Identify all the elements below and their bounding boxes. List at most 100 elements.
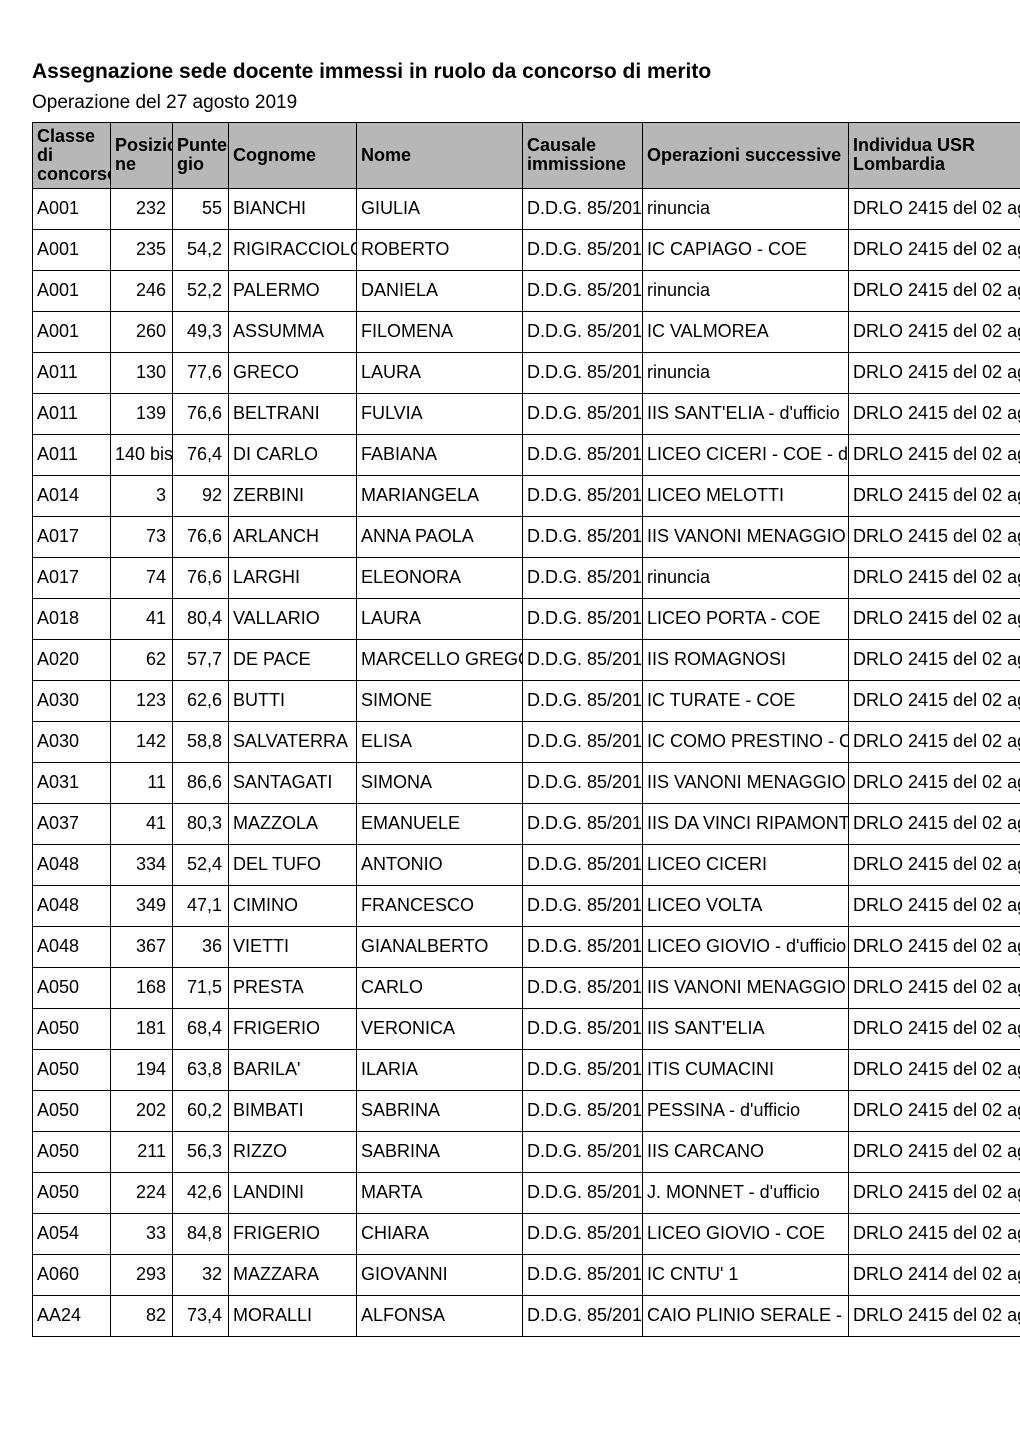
cell-individ: DRLO 2415 del 02 agosto 2019 (849, 598, 1020, 639)
cell-cognome: PALERMO (229, 270, 357, 311)
table-row: A0374180,3MAZZOLAEMANUELED.D.G. 85/2018I… (33, 803, 1020, 844)
cell-individ: DRLO 2415 del 02 agosto 2019 (849, 393, 1020, 434)
cell-causale: D.D.G. 85/2018 (523, 1131, 643, 1172)
cell-nome: SABRINA (357, 1131, 523, 1172)
cell-causale: D.D.G. 85/2018 (523, 680, 643, 721)
cell-cognome: BIMBATI (229, 1090, 357, 1131)
cell-cognome: DI CARLO (229, 434, 357, 475)
cell-individ: DRLO 2415 del 02 agosto 2019 (849, 1213, 1020, 1254)
cell-punteg: 73,4 (173, 1295, 229, 1336)
cell-punteg: 84,8 (173, 1213, 229, 1254)
cell-causale: D.D.G. 85/2018 (523, 1254, 643, 1295)
cell-punteg: 54,2 (173, 229, 229, 270)
cell-causale: D.D.G. 85/2018 (523, 885, 643, 926)
cell-posizio: 33 (111, 1213, 173, 1254)
col-individ: Individua USR Lombardia (849, 123, 1020, 189)
cell-punteg: 77,6 (173, 352, 229, 393)
cell-nome: GIULIA (357, 188, 523, 229)
cell-cognome: GRECO (229, 352, 357, 393)
cell-punteg: 80,4 (173, 598, 229, 639)
table-row: A0184180,4VALLARIOLAURAD.D.G. 85/2018LIC… (33, 598, 1020, 639)
cell-individ: DRLO 2415 del 02 agosto 2019 (849, 762, 1020, 803)
cell-classe: A011 (33, 434, 111, 475)
cell-cognome: BARILA' (229, 1049, 357, 1090)
cell-operaz: PESSINA - d'ufficio (643, 1090, 849, 1131)
cell-punteg: 86,6 (173, 762, 229, 803)
cell-operaz: IC COMO PRESTINO - COE (643, 721, 849, 762)
cell-nome: SABRINA (357, 1090, 523, 1131)
cell-cognome: FRIGERIO (229, 1213, 357, 1254)
cell-causale: D.D.G. 85/2018 (523, 967, 643, 1008)
table-row: A04833452,4DEL TUFOANTONIOD.D.G. 85/2018… (33, 844, 1020, 885)
table-row: A04836736VIETTIGIANALBERTOD.D.G. 85/2018… (33, 926, 1020, 967)
cell-posizio: 293 (111, 1254, 173, 1295)
cell-cognome: DE PACE (229, 639, 357, 680)
cell-posizio: 142 (111, 721, 173, 762)
cell-causale: D.D.G. 85/2018 (523, 311, 643, 352)
table-row: A0543384,8FRIGERIOCHIARAD.D.G. 85/2018LI… (33, 1213, 1020, 1254)
cell-punteg: 76,6 (173, 557, 229, 598)
cell-classe: A048 (33, 926, 111, 967)
cell-individ: DRLO 2415 del 02 agosto 2019 (849, 803, 1020, 844)
cell-causale: D.D.G. 85/2018 (523, 1295, 643, 1336)
cell-operaz: LICEO MELOTTI (643, 475, 849, 516)
cell-posizio: 367 (111, 926, 173, 967)
cell-operaz: LICEO GIOVIO - d'ufficio (643, 926, 849, 967)
cell-cognome: FRIGERIO (229, 1008, 357, 1049)
table-row: A05020260,2BIMBATISABRINAD.D.G. 85/2018P… (33, 1090, 1020, 1131)
cell-nome: GIOVANNI (357, 1254, 523, 1295)
cell-classe: A050 (33, 1008, 111, 1049)
cell-individ: DRLO 2415 del 02 agosto 2019 (849, 1295, 1020, 1336)
cell-punteg: 49,3 (173, 311, 229, 352)
cell-individ: DRLO 2415 del 02 agosto 2019 (849, 1049, 1020, 1090)
table-row: A00126049,3ASSUMMAFILOMENAD.D.G. 85/2018… (33, 311, 1020, 352)
cell-punteg: 57,7 (173, 639, 229, 680)
cell-posizio: 168 (111, 967, 173, 1008)
cell-nome: CHIARA (357, 1213, 523, 1254)
cell-nome: ANNA PAOLA (357, 516, 523, 557)
cell-posizio: 232 (111, 188, 173, 229)
cell-operaz: rinuncia (643, 188, 849, 229)
page-subtitle: Operazione del 27 agosto 2019 (32, 92, 988, 114)
cell-operaz: LICEO VOLTA (643, 885, 849, 926)
cell-classe: A017 (33, 557, 111, 598)
cell-classe: A050 (33, 1049, 111, 1090)
cell-punteg: 60,2 (173, 1090, 229, 1131)
data-table: Classe di concorso Posizio ne Punteg gio… (32, 122, 1020, 1337)
cell-classe: A048 (33, 844, 111, 885)
cell-operaz: LICEO GIOVIO - COE (643, 1213, 849, 1254)
cell-punteg: 71,5 (173, 967, 229, 1008)
cell-punteg: 55 (173, 188, 229, 229)
cell-classe: A030 (33, 721, 111, 762)
cell-causale: D.D.G. 85/2018 (523, 516, 643, 557)
table-row: A05016871,5PRESTACARLOD.D.G. 85/2018IIS … (33, 967, 1020, 1008)
table-body: A00123255BIANCHIGIULIAD.D.G. 85/2018rinu… (33, 188, 1020, 1336)
cell-posizio: 139 (111, 393, 173, 434)
cell-operaz: IC VALMOREA (643, 311, 849, 352)
cell-individ: DRLO 2415 del 02 agosto 2019 (849, 270, 1020, 311)
col-operaz: Operazioni successive (643, 123, 849, 189)
cell-operaz: CAIO PLINIO SERALE - COE (643, 1295, 849, 1336)
cell-individ: DRLO 2415 del 02 agosto 2019 (849, 188, 1020, 229)
table-row: A05019463,8BARILA'ILARIAD.D.G. 85/2018IT… (33, 1049, 1020, 1090)
cell-nome: SIMONA (357, 762, 523, 803)
cell-operaz: IIS SANT'ELIA (643, 1008, 849, 1049)
cell-cognome: RIZZO (229, 1131, 357, 1172)
cell-individ: DRLO 2415 del 02 agosto 2019 (849, 516, 1020, 557)
table-row: A01113077,6GRECOLAURAD.D.G. 85/2018rinun… (33, 352, 1020, 393)
cell-causale: D.D.G. 85/2018 (523, 393, 643, 434)
cell-nome: CARLO (357, 967, 523, 1008)
cell-nome: FILOMENA (357, 311, 523, 352)
cell-operaz: rinuncia (643, 352, 849, 393)
cell-punteg: 76,6 (173, 516, 229, 557)
cell-classe: A011 (33, 352, 111, 393)
cell-operaz: IC CNTU' 1 (643, 1254, 849, 1295)
col-cognome: Cognome (229, 123, 357, 189)
cell-posizio: 224 (111, 1172, 173, 1213)
cell-causale: D.D.G. 85/2018 (523, 803, 643, 844)
col-classe: Classe di concorso (33, 123, 111, 189)
cell-individ: DRLO 2415 del 02 agosto 2019 (849, 721, 1020, 762)
col-posizio: Posizio ne (111, 123, 173, 189)
cell-nome: MARTA (357, 1172, 523, 1213)
cell-posizio: 82 (111, 1295, 173, 1336)
